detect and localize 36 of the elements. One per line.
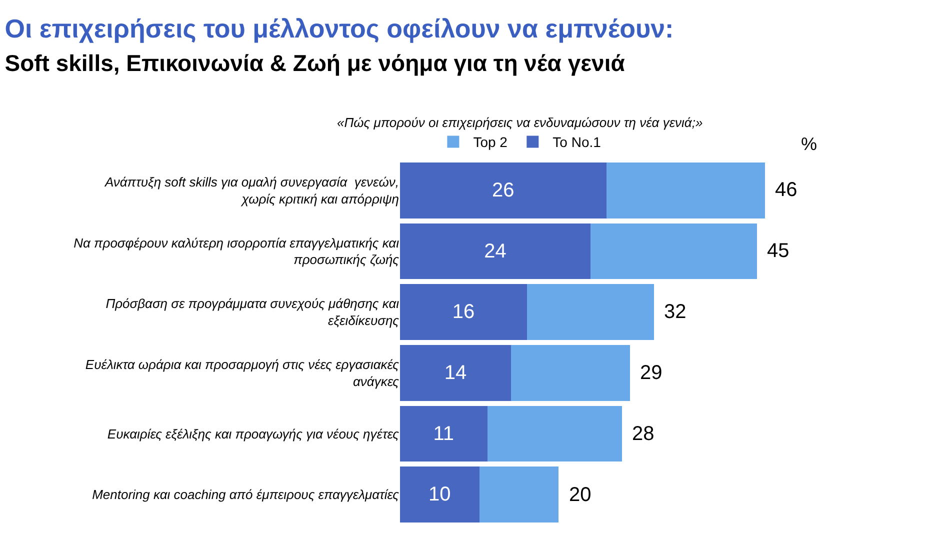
y-tick-label: Ευκαιρίες εξέλιξης και προαγωγής για νέους ηγέτες [107,426,400,442]
legend-label: To No.1 [552,134,602,150]
y-tick-label: Ευέλικτα ωράρια και προσαρμογή στις νέες εργασιακές ανάγκες [85,357,400,389]
total-label: 29 [640,362,662,384]
bar [606,162,765,218]
total-label: 46 [775,179,798,201]
y-tick-label: Ανάπτυξη soft skills για ομαλή συνεργασία γενεών, χωρίς κριτική και απόρριψη [104,174,399,206]
total-label: 28 [632,423,654,445]
y-tick-label: Να προσφέρουν καλύτερη ισορροπία επαγγελματικής και προσωπικής ζωής [74,235,400,268]
y-tick-label: Mentoring και coaching από έμπειρους επαγγελματίες [92,487,400,502]
total-label: 20 [569,484,592,506]
bar [400,162,606,218]
bar [400,223,590,280]
bar [400,284,527,340]
bar [400,466,480,523]
text: % [801,134,818,154]
chart-subtitle: Soft skills, Επικοινωνία & Ζωή με νόημα για τη νέα γενιά [4,50,625,76]
data-label: 16 [452,301,475,324]
data-label: 10 [428,484,451,506]
bar [487,406,622,462]
text: «Πώς μπορούν οι επιχειρήσεις να ενδυναμώσουν τη νέα γενιά;» [337,115,703,130]
bar [400,406,488,462]
data-label: 14 [444,362,467,384]
data-label: 11 [433,422,454,445]
y-tick-label: Πρόσβαση σε προγράμματα συνεχούς μάθησης και εξειδίκευσης [106,296,400,328]
data-label: 26 [492,179,514,202]
legend-label: Top 2 [473,134,508,150]
bar [400,344,512,401]
bar [511,344,630,401]
total-label: 32 [664,301,686,323]
bar [590,223,758,280]
bar [526,284,654,340]
total-label: 45 [767,240,790,262]
data-label: 24 [484,240,506,262]
bar [479,466,559,523]
chart-title: Οι επιχειρήσεις του μέλλοντος οφείλουν να εμπνέουν: [4,13,674,44]
